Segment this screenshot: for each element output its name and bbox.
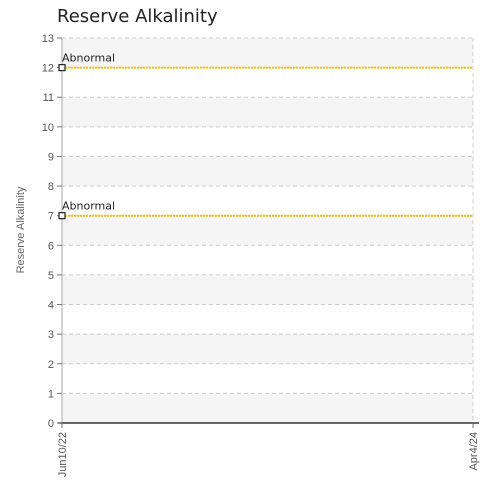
series-group: Abnormal Abnormal <box>58 52 473 220</box>
y-tick-label: 9 <box>48 151 54 163</box>
y-tick-label: 6 <box>48 240 54 252</box>
data-point-marker <box>58 64 66 72</box>
plot-bands <box>62 38 473 423</box>
x-tick-label: Apr4/24 <box>468 432 480 471</box>
y-tick-label: 13 <box>42 33 54 45</box>
y-tick-label: 3 <box>48 329 54 341</box>
grid-band <box>62 97 473 127</box>
y-tick-label: 11 <box>43 92 54 104</box>
chart-title: Reserve Alkalinity <box>57 6 218 27</box>
grid-band <box>62 393 473 423</box>
data-point-marker <box>58 212 66 220</box>
data-label: Abnormal <box>62 200 115 213</box>
y-tick-label: 12 <box>42 63 54 75</box>
y-tick-label: 5 <box>48 270 54 282</box>
x-axis-ticks: Jun10/22 Apr4/24 <box>57 423 480 477</box>
y-tick-label: 1 <box>48 388 54 400</box>
grid-band <box>62 156 473 187</box>
y-tick-label: 4 <box>48 300 54 312</box>
grid-band <box>62 274 473 305</box>
grid-band <box>62 215 473 246</box>
axes <box>58 38 479 424</box>
x-tick-label: Jun10/22 <box>57 432 69 477</box>
data-label: Abnormal <box>62 52 115 65</box>
grid-band <box>62 38 473 68</box>
y-tick-label: 8 <box>48 181 54 193</box>
y-tick-label: 2 <box>48 359 54 371</box>
y-tick-label: 0 <box>48 418 54 430</box>
y-tick-label: 10 <box>42 122 54 134</box>
y-axis-label: Reserve Alkalinity <box>15 186 27 273</box>
grid-band <box>62 334 473 364</box>
y-tick-label: 7 <box>48 211 54 223</box>
